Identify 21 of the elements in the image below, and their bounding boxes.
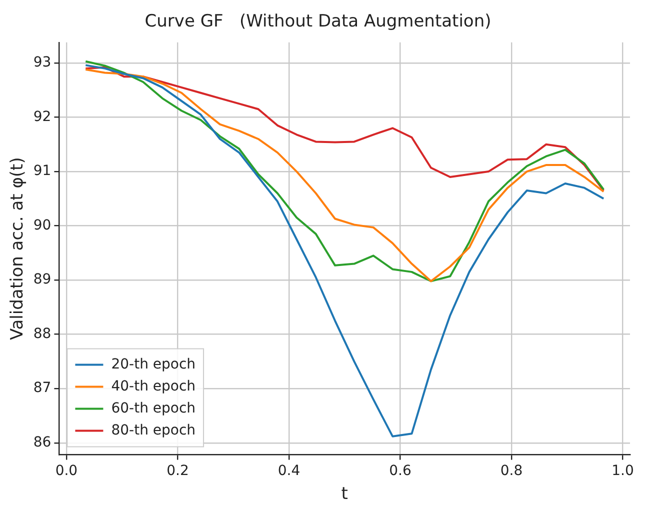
chart-title: Curve GF (Without Data Augmentation) xyxy=(144,12,492,32)
legend-label: 80-th epoch xyxy=(111,422,196,438)
x-tick-label: 0.8 xyxy=(500,462,523,479)
x-tick-label: 1.0 xyxy=(612,462,634,479)
x-tick-label: 0.2 xyxy=(166,462,189,479)
y-tick-label: 87 xyxy=(33,380,52,396)
y-tick-label: 89 xyxy=(33,272,52,288)
legend-label: 20-th epoch xyxy=(111,356,196,372)
x-tick-label: 0.0 xyxy=(55,462,78,479)
y-tick-label: 86 xyxy=(33,434,52,451)
y-tick-label: 90 xyxy=(33,217,52,234)
y-tick-label: 88 xyxy=(33,326,52,342)
legend-label: 40-th epoch xyxy=(111,378,196,394)
y-tick-label: 91 xyxy=(33,163,52,180)
x-axis-title: t xyxy=(341,484,348,504)
x-tick-label: 0.6 xyxy=(389,462,412,479)
y-tick-label: 92 xyxy=(33,108,52,125)
x-tick-label: 0.4 xyxy=(278,462,300,479)
y-axis-title: Validation acc. at φ(t) xyxy=(8,157,28,340)
legend-label: 60-th epoch xyxy=(111,400,196,416)
y-tick-label: 93 xyxy=(33,54,52,71)
